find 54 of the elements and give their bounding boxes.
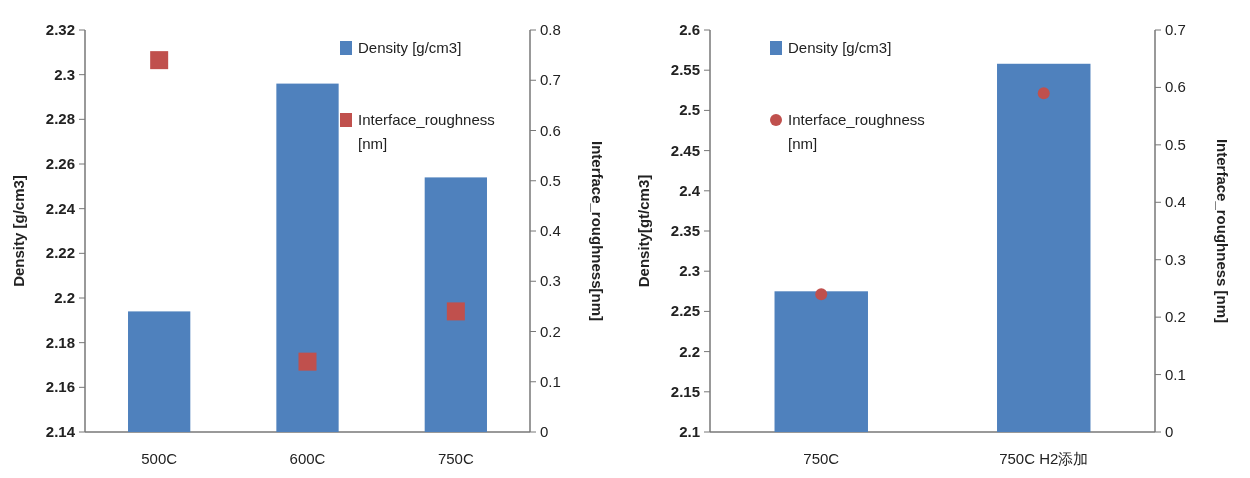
- x-tick-label: 750C: [437, 450, 474, 467]
- legend-label: Interface_roughness [nm]: [358, 111, 495, 152]
- y-tick-label: 2.28: [45, 110, 75, 128]
- y-tick-label: 2.35: [670, 222, 700, 239]
- y2-tick-label: 0.2: [1165, 308, 1186, 326]
- y-tick-label: 2.15: [670, 382, 700, 400]
- x-tick-label: 750C H2添加: [999, 450, 1089, 467]
- y2-tick-label: 0.7: [1165, 21, 1186, 38]
- y2-tick-label: 0.6: [540, 121, 561, 139]
- y-tick-label: 2.14: [45, 423, 76, 440]
- y-tick-label: 2.16: [45, 378, 75, 396]
- y-tick-label: 2.55: [670, 61, 700, 79]
- legend-label: Interface_roughness [nm]: [788, 111, 925, 152]
- y-tick-label: 2.2: [54, 289, 75, 306]
- point: [446, 302, 465, 321]
- y-tick-label: 2.22: [45, 244, 75, 262]
- y-tick-label: 2.3: [54, 65, 75, 83]
- y-axis-title: Density [g/cm3]: [10, 175, 27, 287]
- y2-axis-title: Interface_roughness [nm]: [1214, 138, 1231, 324]
- x-tick-label: 500C: [141, 450, 178, 467]
- point: [150, 51, 169, 70]
- x-tick-label: 600C: [289, 450, 326, 467]
- y2-tick-label: 0.1: [540, 372, 561, 390]
- y2-tick-label: 0.5: [1165, 135, 1186, 153]
- y2-tick-label: 0.2: [540, 322, 561, 340]
- y2-tick-label: 0: [540, 423, 549, 440]
- point: [298, 352, 317, 371]
- y-tick-label: 2.3: [679, 262, 700, 280]
- y-tick-label: 2.32: [45, 21, 75, 38]
- y-tick-label: 2.26: [45, 155, 75, 172]
- y2-tick-label: 0.8: [540, 21, 561, 38]
- legend-label: Density [g/cm3]: [788, 39, 892, 56]
- y2-tick-label: 0.5: [540, 171, 561, 189]
- y-tick-label: 2.24: [45, 199, 76, 217]
- y2-axis-title: Interface_roughness[nm]: [589, 140, 606, 322]
- y2-tick-label: 0.4: [540, 222, 561, 239]
- y2-tick-label: 0.3: [1165, 250, 1186, 268]
- y2-tick-label: 0.7: [540, 71, 561, 89]
- y-axis-title: Density[gt/cm3]: [635, 174, 652, 288]
- y2-tick-label: 0.4: [1165, 193, 1186, 211]
- y2-tick-label: 0.1: [1165, 365, 1186, 383]
- y-tick-label: 2.4: [679, 181, 701, 199]
- y-tick-label: 2.18: [45, 333, 75, 351]
- y2-tick-label: 0.6: [1165, 78, 1186, 96]
- y-tick-label: 2.6: [679, 21, 700, 38]
- y2-tick-label: 0: [1165, 423, 1174, 440]
- legend-label: Density [g/cm3]: [358, 39, 462, 56]
- y-tick-label: 2.45: [670, 141, 700, 159]
- y2-tick-label: 0.3: [540, 272, 561, 290]
- y-tick-label: 2.5: [679, 101, 700, 119]
- y-tick-label: 2.1: [679, 423, 700, 440]
- x-tick-label: 750C: [803, 450, 840, 467]
- y-tick-label: 2.25: [670, 302, 700, 320]
- y-tick-label: 2.2: [679, 342, 700, 360]
